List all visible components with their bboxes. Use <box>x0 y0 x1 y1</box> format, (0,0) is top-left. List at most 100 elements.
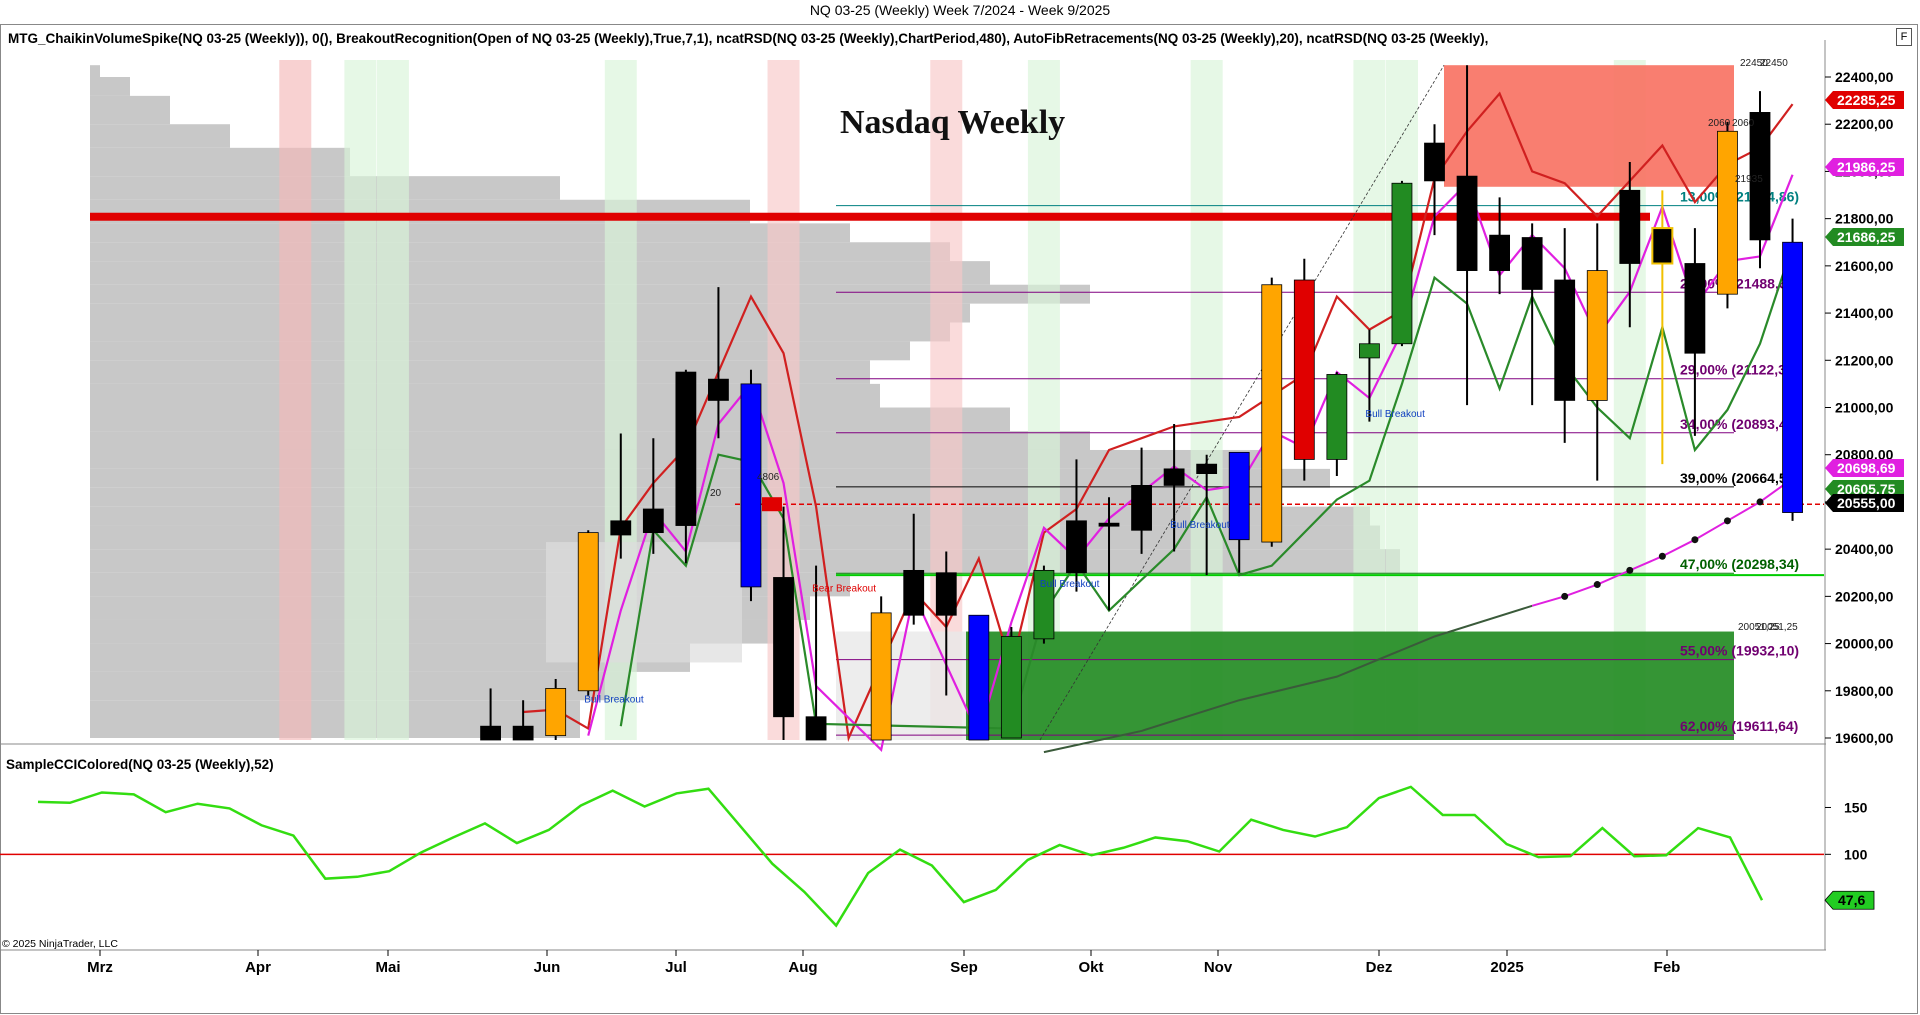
y-tick-label: 20200,00 <box>1835 588 1894 604</box>
breakout-label: Bull Breakout <box>1365 409 1425 420</box>
candle-body <box>1456 175 1478 271</box>
price-tag-box <box>1825 494 1904 512</box>
candle-body <box>935 572 957 616</box>
y-tick-label: 22200,00 <box>1835 116 1894 132</box>
candle-body <box>903 569 925 616</box>
resistance-zone <box>1444 65 1734 187</box>
long-term-dot <box>1691 536 1699 544</box>
copyright-text: © 2025 NinjaTrader, LLC <box>2 938 118 950</box>
price-tag-box <box>1825 480 1904 498</box>
level-small-label: 20051,25 <box>1738 622 1780 633</box>
fib-label: 29,00% (21122,38) <box>1680 362 1798 378</box>
candle-body <box>1684 263 1706 354</box>
candle-body <box>1293 279 1315 460</box>
y-tick-label: 22400,00 <box>1835 69 1894 85</box>
candle-body <box>1782 241 1803 513</box>
fib-label: 55,00% (19932,10) <box>1680 643 1799 659</box>
candle-body <box>1033 569 1055 640</box>
price-tag-label: 21686,25 <box>1837 229 1896 245</box>
profile-bar <box>90 242 950 262</box>
price-tag-box <box>1825 91 1904 109</box>
candle-body <box>1359 343 1380 359</box>
shadow-box <box>546 542 742 663</box>
y-tick-label: 21800,00 <box>1835 211 1894 227</box>
candle-body <box>708 378 729 401</box>
profile-bar <box>90 284 1090 304</box>
candle-body <box>1554 279 1576 401</box>
price-tag-label: 20605,75 <box>1837 481 1896 497</box>
breakout-label: Bear Breakout <box>812 584 876 595</box>
candle-body <box>1521 237 1543 290</box>
long-term-dot <box>1593 581 1601 589</box>
f-button[interactable]: F <box>1896 28 1912 46</box>
price-tag-label: 20698,69 <box>1837 460 1896 476</box>
x-tick-label: Sep <box>950 959 978 976</box>
fib-label: 34,00% (20893,48) <box>1680 416 1799 432</box>
long-term-line-magenta <box>1531 477 1794 607</box>
profile-bar <box>90 360 870 384</box>
highlight-column <box>279 60 312 740</box>
cci-panel-label: SampleCCIColored(NQ 03-25 (Weekly),52) <box>6 757 274 772</box>
profile-bar <box>90 176 560 200</box>
candle-body <box>805 716 827 741</box>
x-tick-label: Jun <box>534 959 561 976</box>
candle-body <box>1489 234 1511 271</box>
y-tick-label: 20400,00 <box>1835 541 1894 557</box>
candle-body <box>1651 227 1674 265</box>
level-small-label: 2060 <box>1732 118 1755 129</box>
watermark-text: Nasdaq Weekly <box>840 104 1065 141</box>
cci-tick-label: 100 <box>1844 846 1868 862</box>
price-tag-box <box>1825 158 1904 176</box>
candle-body <box>1163 468 1185 486</box>
cci-value-tag <box>1824 890 1875 910</box>
price-tag-label: 21986,25 <box>1837 159 1896 175</box>
y-tick-label: 20000,00 <box>1835 636 1894 652</box>
breakout-label: Bull Breakout <box>1170 520 1230 531</box>
level-small-label: 20051,25 <box>1756 622 1798 633</box>
profile-bar <box>90 65 100 77</box>
long-term-dot <box>1756 498 1764 506</box>
highlight-column <box>1190 60 1223 740</box>
candle-body <box>968 614 990 741</box>
candle-body <box>577 532 599 692</box>
profile-bar <box>90 383 880 408</box>
fib-label: 62,00% (19611,64) <box>1680 718 1798 734</box>
profile-bar <box>90 223 850 243</box>
level-small-label: 4806 <box>757 472 780 483</box>
long-term-dot <box>1626 566 1634 574</box>
y-tick-label: 19800,00 <box>1835 683 1894 699</box>
candle-body <box>642 508 664 534</box>
highlight-column <box>376 60 409 740</box>
fib-label: 47,00% (20298,34) <box>1680 556 1799 572</box>
profile-bar <box>90 431 1090 450</box>
x-tick-label: Mai <box>375 959 400 976</box>
y-tick-label: 20800,00 <box>1835 447 1894 463</box>
candle-body <box>870 612 892 741</box>
profile-bar <box>90 77 130 96</box>
cci-value-label: 47,6 <box>1838 892 1865 908</box>
profile-bar <box>90 407 1010 432</box>
y-tick-label: 21200,00 <box>1835 352 1894 368</box>
y-tick-label: 19600,00 <box>1835 730 1894 746</box>
indicator-legend: MTG_ChaikinVolumeSpike(NQ 03-25 (Weekly)… <box>8 31 1489 46</box>
candle-body <box>740 383 762 588</box>
profile-bar <box>90 95 170 125</box>
x-tick-label: Dez <box>1366 959 1393 976</box>
candle-body <box>1619 189 1641 264</box>
x-tick-label: Okt <box>1078 959 1103 976</box>
candle-body <box>1098 522 1120 527</box>
cci-line <box>37 785 1764 928</box>
level-small-label: 22450 <box>1740 58 1768 69</box>
candle-body <box>1000 636 1022 739</box>
candle-body <box>773 577 794 718</box>
x-tick-label: Jul <box>665 959 687 976</box>
y-tick-label: 21400,00 <box>1835 305 1894 321</box>
x-tick-label: 2025 <box>1490 959 1523 976</box>
chart-frame <box>0 24 1918 1014</box>
candle-body <box>1261 284 1283 543</box>
x-tick-label: Mrz <box>87 959 113 976</box>
level-small-label: 2060 <box>1708 118 1731 129</box>
price-tag-label: 22285,25 <box>1837 92 1896 108</box>
candle-body <box>1749 112 1771 241</box>
